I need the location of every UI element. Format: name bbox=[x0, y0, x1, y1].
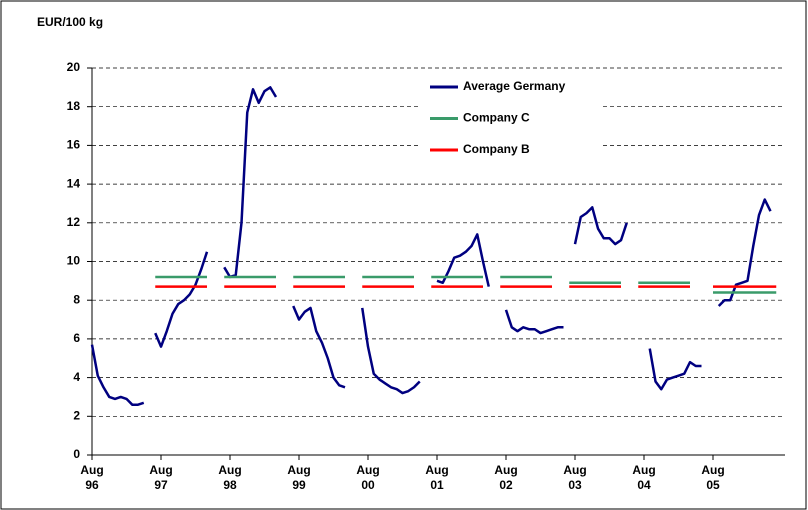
legend-label: Company C bbox=[463, 111, 530, 125]
y-tick-label: 8 bbox=[73, 292, 80, 306]
x-tick-label: Aug 98 bbox=[218, 463, 242, 492]
y-tick-label: 10 bbox=[67, 254, 81, 268]
x-tick-label: Aug 99 bbox=[287, 463, 311, 492]
y-tick-label: 12 bbox=[67, 215, 81, 229]
x-tick-label: Aug 05 bbox=[701, 463, 725, 492]
y-tick-label: 14 bbox=[67, 176, 81, 190]
y-tick-label: 2 bbox=[73, 408, 80, 422]
y-tick-label: 0 bbox=[73, 447, 80, 461]
legend-label: Average Germany bbox=[463, 79, 566, 93]
y-tick-label: 16 bbox=[67, 138, 81, 152]
series-line bbox=[90, 86, 772, 406]
x-tick-label: Aug 00 bbox=[356, 463, 380, 492]
y-tick-label: 6 bbox=[73, 331, 80, 345]
series-line bbox=[155, 275, 777, 294]
x-tick-label: Aug 96 bbox=[80, 463, 104, 492]
chart-title: EUR/100 kg bbox=[37, 15, 103, 29]
y-tick-label: 4 bbox=[73, 370, 80, 384]
x-tick-label: Aug 01 bbox=[425, 463, 449, 492]
x-tick-label: Aug 02 bbox=[494, 463, 518, 492]
y-tick-label: 20 bbox=[67, 60, 81, 74]
x-tick-label: Aug 03 bbox=[563, 463, 587, 492]
x-tick-label: Aug 04 bbox=[632, 463, 656, 492]
legend-label: Company B bbox=[463, 142, 530, 156]
x-tick-label: Aug 97 bbox=[149, 463, 173, 492]
y-tick-label: 18 bbox=[67, 99, 81, 113]
